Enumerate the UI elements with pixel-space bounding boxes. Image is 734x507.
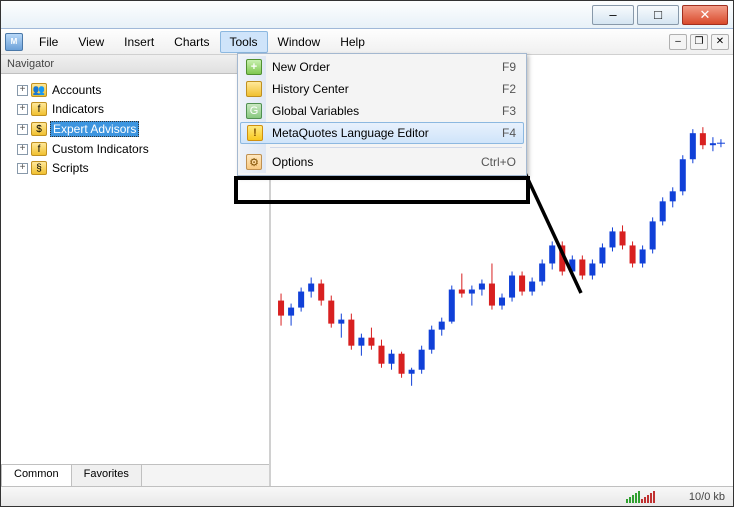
menu-item-label: New Order <box>272 60 330 74</box>
statusbar: 10/0 kb <box>1 486 733 506</box>
nav-tab-favorites[interactable]: Favorites <box>71 464 142 486</box>
nav-tab-common[interactable]: Common <box>1 464 72 486</box>
navigator-tabs: CommonFavorites <box>1 464 269 486</box>
outer-titlebar: – □ ✕ <box>1 1 733 29</box>
menu-separator <box>270 147 522 148</box>
navigator-title: Navigator <box>1 55 269 74</box>
menu-window[interactable]: Window <box>268 31 331 53</box>
history-icon <box>246 81 262 97</box>
nav-item-label: Expert Advisors <box>50 121 139 137</box>
expert-advisors-icon: $ <box>31 122 47 136</box>
mdi-restore-button[interactable]: ❐ <box>690 34 708 50</box>
custom-indicators-icon: f <box>31 142 47 156</box>
status-kb: 10/0 kb <box>689 491 725 503</box>
navigator-panel: Navigator +👥Accounts+fIndicators+$Expert… <box>1 55 271 486</box>
mql-icon: ! <box>247 125 263 141</box>
tree-expander-icon[interactable]: + <box>17 104 28 115</box>
options-icon: ⚙ <box>246 154 262 170</box>
accounts-icon: 👥 <box>31 83 47 97</box>
tree-expander-icon[interactable]: + <box>17 144 28 155</box>
mdi-controls: – ❐ ✕ <box>669 34 729 50</box>
navigator-tree: +👥Accounts+fIndicators+$Expert Advisors+… <box>1 74 269 464</box>
scripts-icon: § <box>31 161 47 175</box>
menu-item-label: History Center <box>272 82 349 96</box>
menu-help[interactable]: Help <box>330 31 375 53</box>
nav-item-scripts[interactable]: +§Scripts <box>15 159 265 177</box>
app-window: – □ ✕ M FileViewInsertChartsToolsWindowH… <box>0 0 734 507</box>
nav-item-expert-advisors[interactable]: +$Expert Advisors <box>15 119 265 139</box>
new-order-icon: + <box>246 59 262 75</box>
connection-signal-icon <box>626 491 655 503</box>
menu-item-shortcut: F3 <box>502 104 516 118</box>
menu-item-label: Options <box>272 155 313 169</box>
menu-item-shortcut: F4 <box>502 126 516 140</box>
menu-item-label: Global Variables <box>272 104 359 118</box>
app-icon: M <box>5 33 23 51</box>
menu-item-label: MetaQuotes Language Editor <box>272 126 429 140</box>
window-close-button[interactable]: ✕ <box>682 5 728 25</box>
menu-item-globals[interactable]: G Global Variables F3 <box>240 100 524 122</box>
nav-item-custom-indicators[interactable]: +fCustom Indicators <box>15 140 265 158</box>
mdi-close-button[interactable]: ✕ <box>711 34 729 50</box>
menu-item-options[interactable]: ⚙ Options Ctrl+O <box>240 151 524 173</box>
menu-item-shortcut: F2 <box>502 82 516 96</box>
menu-item-shortcut: Ctrl+O <box>481 155 516 169</box>
tools-menu-dropdown: + New Order F9 History Center F2 G Global Vari… <box>237 53 527 176</box>
nav-item-label: Custom Indicators <box>50 142 151 156</box>
tree-expander-icon[interactable]: + <box>17 124 28 135</box>
menu-item-history[interactable]: History Center F2 <box>240 78 524 100</box>
menubar: M FileViewInsertChartsToolsWindowHelp – … <box>1 29 733 55</box>
mdi-minimize-button[interactable]: – <box>669 34 687 50</box>
nav-item-indicators[interactable]: +fIndicators <box>15 100 265 118</box>
globals-icon: G <box>246 103 262 119</box>
window-minimize-button[interactable]: – <box>592 5 634 25</box>
indicators-icon: f <box>31 102 47 116</box>
tree-expander-icon[interactable]: + <box>17 85 28 96</box>
menu-view[interactable]: View <box>68 31 114 53</box>
nav-item-label: Accounts <box>50 83 103 97</box>
window-maximize-button[interactable]: □ <box>637 5 679 25</box>
menu-insert[interactable]: Insert <box>114 31 164 53</box>
menu-charts[interactable]: Charts <box>164 31 219 53</box>
menu-item-shortcut: F9 <box>502 60 516 74</box>
menu-item-mql[interactable]: ! MetaQuotes Language Editor F4 <box>240 122 524 144</box>
nav-item-label: Indicators <box>50 102 106 116</box>
menu-tools[interactable]: Tools <box>220 31 268 53</box>
nav-item-label: Scripts <box>50 161 91 175</box>
tree-expander-icon[interactable]: + <box>17 163 28 174</box>
menu-file[interactable]: File <box>29 31 68 53</box>
nav-item-accounts[interactable]: +👥Accounts <box>15 81 265 99</box>
menu-item-new-order[interactable]: + New Order F9 <box>240 56 524 78</box>
